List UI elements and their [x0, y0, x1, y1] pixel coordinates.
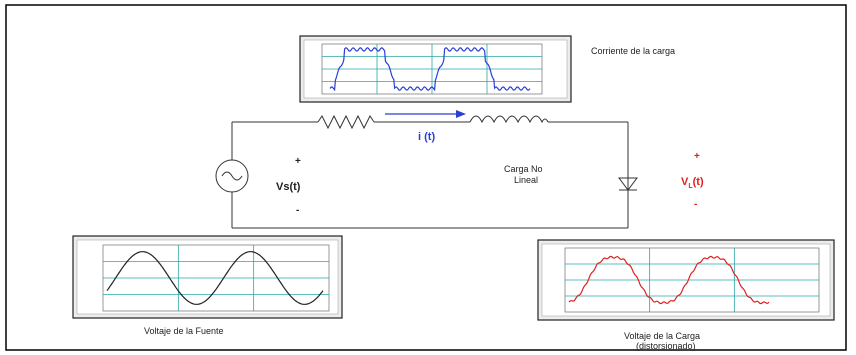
source-plus-sign: + [295, 156, 301, 167]
ac-source-symbol [215, 159, 249, 193]
source-voltage-oscilloscope [72, 235, 343, 319]
load-voltage-subscript: L [688, 183, 693, 191]
inductor-symbol [469, 115, 549, 124]
load-voltage-oscilloscope [537, 239, 835, 321]
circuit-wires [231, 121, 629, 229]
load-voltage-main: V [681, 176, 689, 188]
load-voltage-label: VL(t) [681, 176, 704, 190]
load-type-line1: Carga No [504, 164, 543, 174]
load-minus-sign: - [694, 199, 698, 210]
current-waveform [329, 47, 531, 92]
source-voltage-waveform [106, 251, 324, 305]
current-oscilloscope [299, 35, 572, 103]
source-voltage-label: Vs(t) [276, 181, 301, 193]
source-voltage-caption: Voltaje de la Fuente [144, 326, 224, 336]
load-voltage-caption-line1: Voltaje de la Carga [624, 331, 701, 341]
diagram-border [5, 4, 847, 351]
load-plus-sign: + [694, 151, 700, 162]
load-voltage-waveform [568, 255, 770, 305]
current-symbol: i (t) [418, 131, 436, 143]
resistor-symbol [317, 114, 375, 130]
current-caption: Corriente de la carga [591, 46, 676, 56]
current-arrow [385, 110, 466, 118]
load-voltage-caption-line2: (distorsionado) [636, 341, 696, 351]
diode-symbol [618, 177, 638, 191]
source-minus-sign: - [296, 205, 300, 216]
load-voltage-suffix: (t) [692, 176, 704, 188]
load-type-line2: Lineal [514, 175, 539, 185]
